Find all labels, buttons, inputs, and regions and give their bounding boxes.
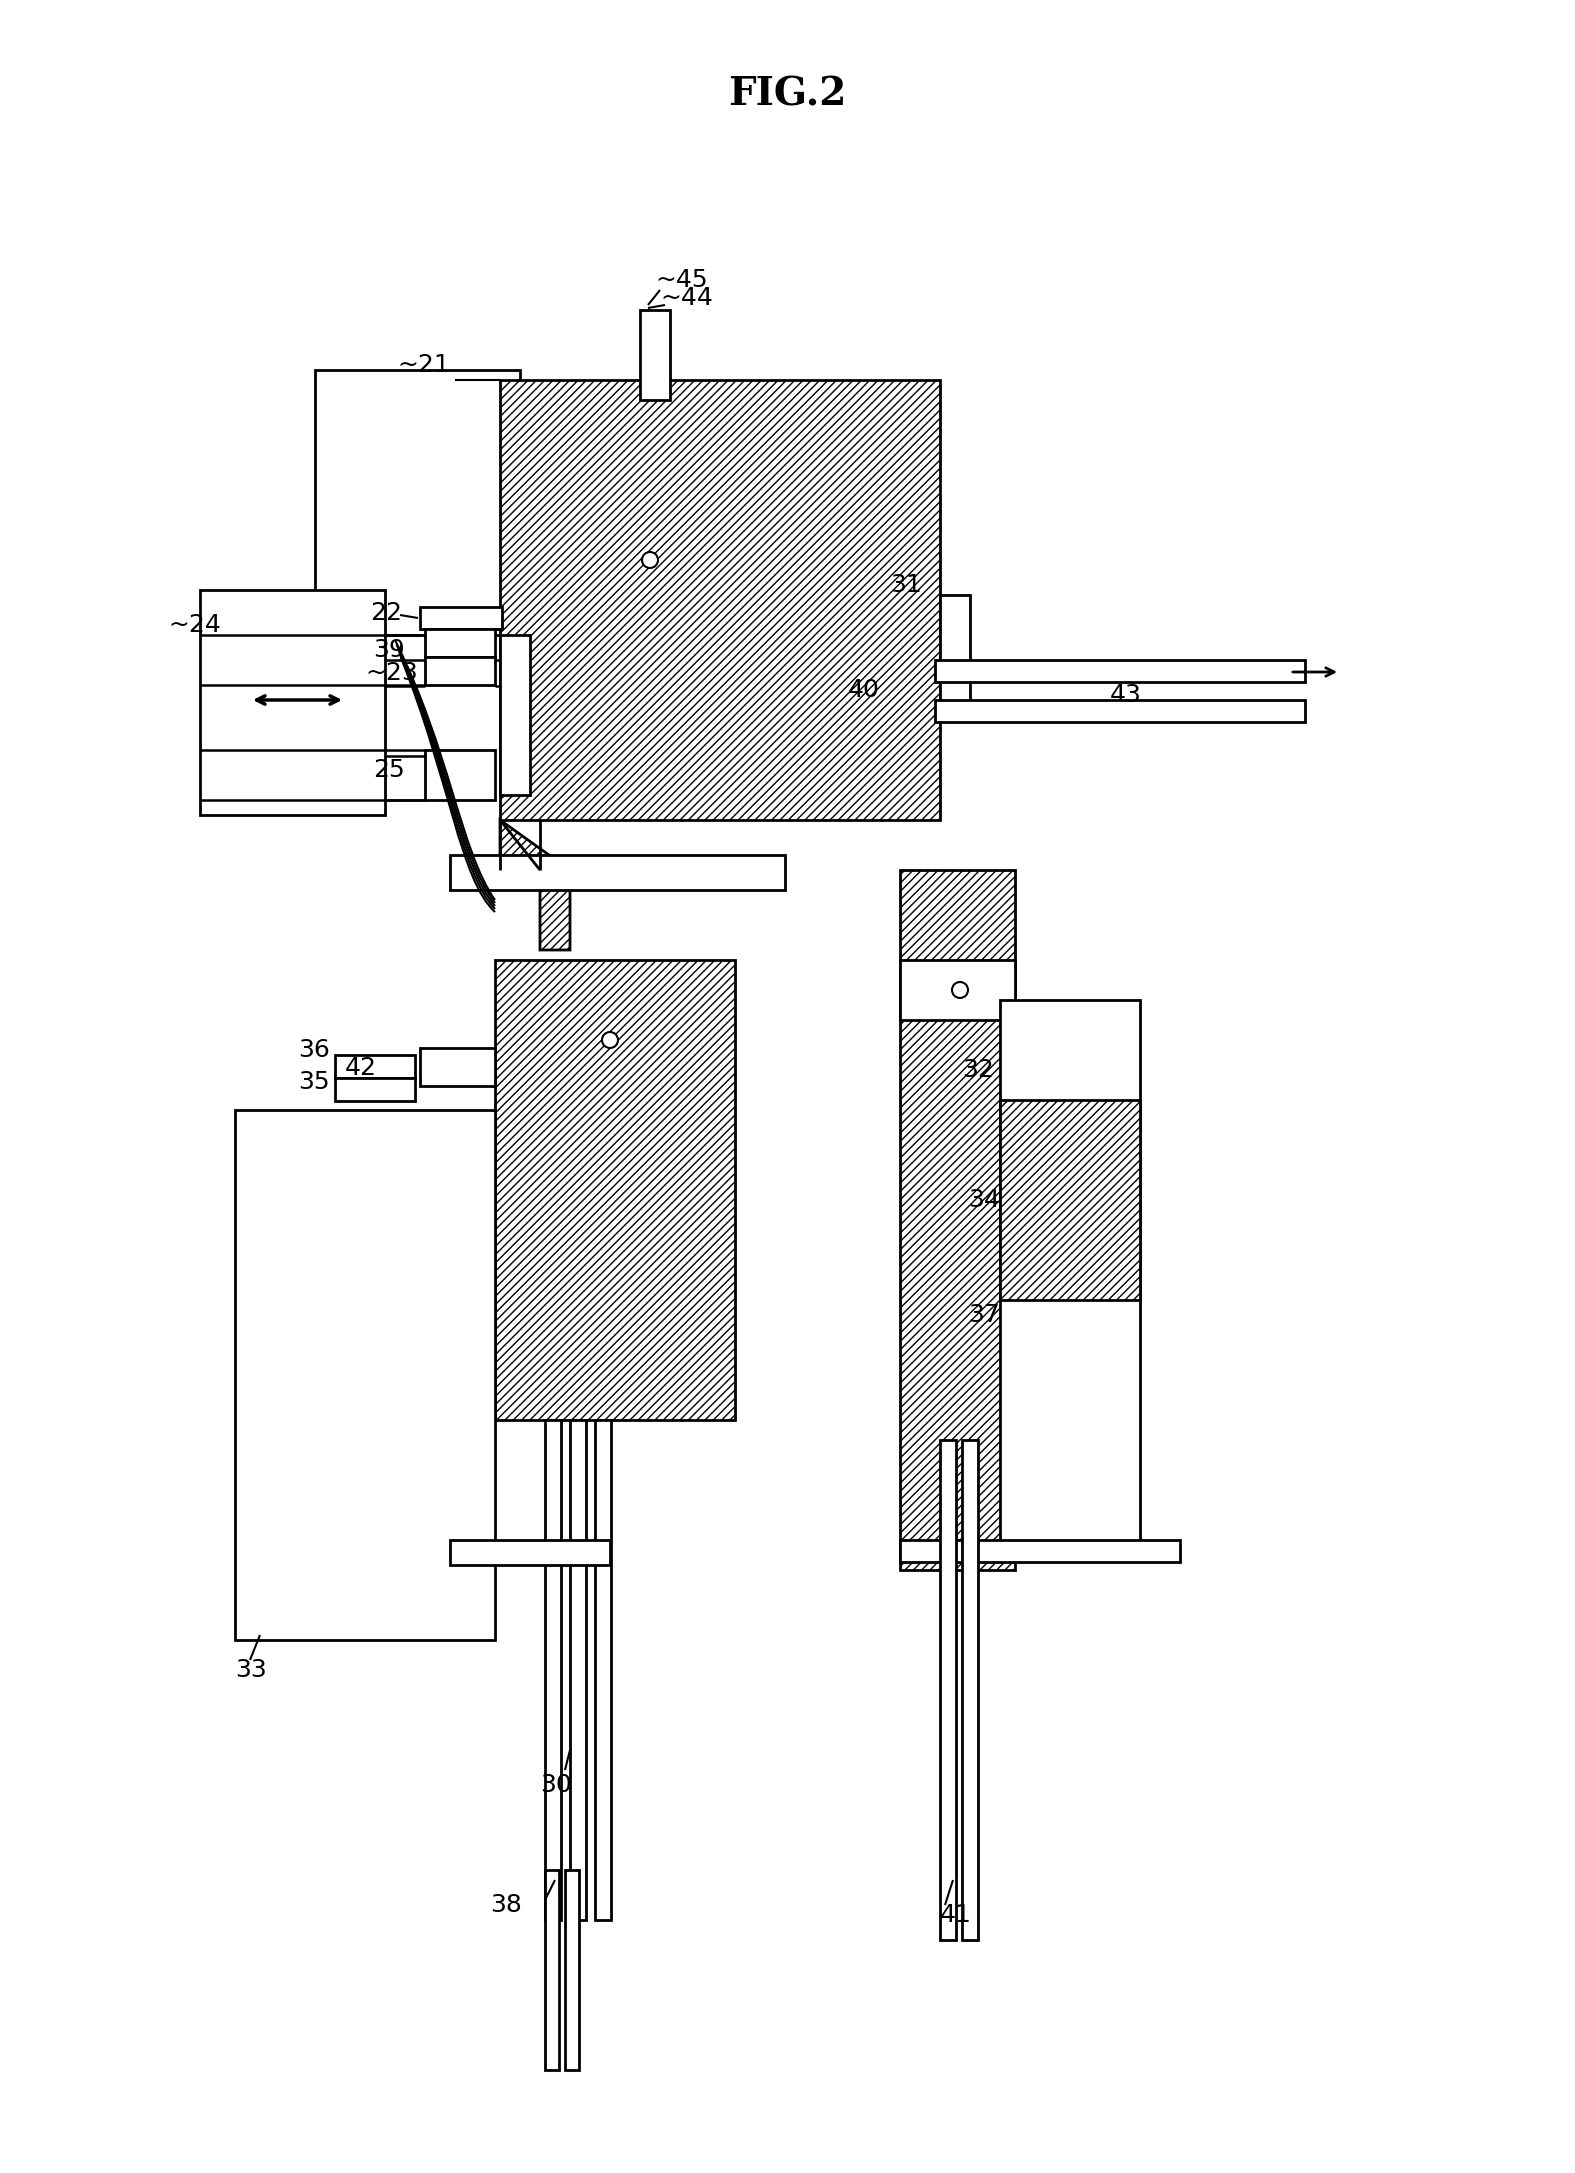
Text: 25: 25: [373, 758, 405, 782]
Text: 40: 40: [847, 678, 880, 702]
Bar: [962, 1441, 978, 1940]
Bar: [450, 1541, 610, 1565]
Bar: [899, 869, 1014, 1571]
Text: 36: 36: [298, 1039, 329, 1063]
Bar: [940, 1441, 956, 1940]
Bar: [899, 960, 1014, 1019]
Text: 30: 30: [540, 1773, 572, 1797]
Text: 32: 32: [962, 1058, 994, 1082]
Bar: [639, 311, 669, 400]
Bar: [499, 380, 940, 819]
Bar: [425, 628, 495, 656]
Bar: [495, 960, 736, 1419]
Bar: [899, 1541, 1180, 1562]
Bar: [499, 635, 531, 795]
Text: FIG.2: FIG.2: [728, 76, 846, 113]
Bar: [315, 369, 520, 635]
Bar: [335, 1078, 414, 1102]
Bar: [940, 595, 970, 704]
Text: ~45: ~45: [655, 267, 707, 291]
Bar: [425, 656, 495, 684]
Bar: [936, 661, 1306, 682]
Bar: [595, 1419, 611, 1921]
Text: 38: 38: [490, 1893, 521, 1917]
Bar: [421, 606, 502, 628]
Text: 34: 34: [969, 1189, 1000, 1213]
Text: 22: 22: [370, 602, 402, 626]
Circle shape: [602, 1032, 617, 1047]
Text: 42: 42: [345, 1056, 376, 1080]
Text: 43: 43: [1110, 682, 1142, 706]
Bar: [450, 854, 784, 891]
Bar: [565, 1871, 580, 2071]
Bar: [545, 1871, 559, 2071]
Bar: [235, 1110, 495, 1641]
Bar: [570, 1419, 586, 1921]
Bar: [1000, 1100, 1140, 1299]
Bar: [425, 750, 495, 800]
Bar: [936, 700, 1306, 721]
Text: 39: 39: [373, 639, 405, 663]
Circle shape: [643, 552, 658, 567]
Bar: [545, 1419, 561, 1921]
Bar: [421, 1047, 495, 1086]
Polygon shape: [499, 819, 570, 950]
Bar: [1000, 1000, 1140, 1549]
Bar: [200, 591, 384, 815]
Bar: [335, 1056, 414, 1078]
Text: ~24: ~24: [169, 613, 221, 637]
Bar: [899, 960, 1014, 1019]
Text: 33: 33: [235, 1658, 266, 1682]
Text: ~21: ~21: [397, 352, 450, 376]
Text: 37: 37: [969, 1304, 1000, 1328]
Text: ~23: ~23: [365, 661, 417, 684]
Circle shape: [951, 982, 969, 997]
Text: 35: 35: [298, 1069, 329, 1093]
Text: 31: 31: [890, 574, 921, 598]
Text: 41: 41: [940, 1904, 972, 1927]
Text: ~44: ~44: [660, 287, 713, 311]
